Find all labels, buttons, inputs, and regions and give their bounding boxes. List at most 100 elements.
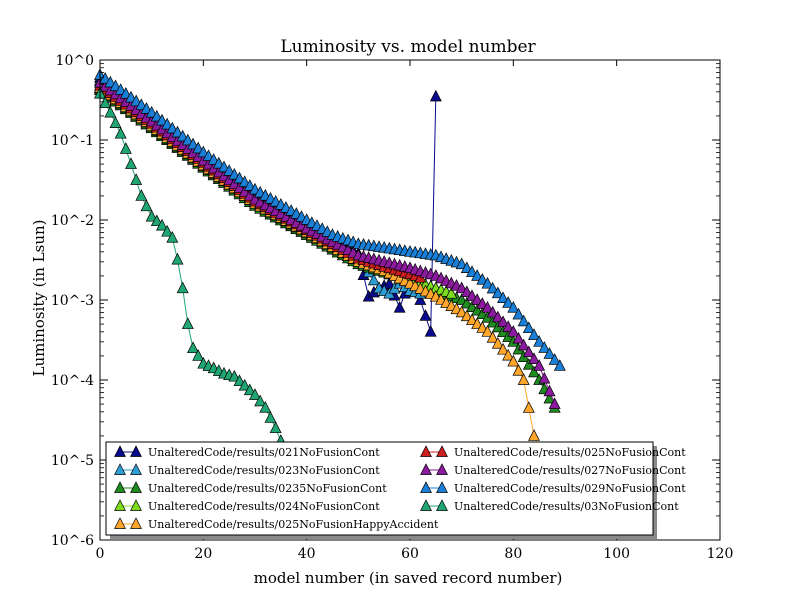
legend-item: UnalteredCode/results/029NoFusionCont (420, 481, 686, 495)
y-tick-label: 10^-1 (51, 133, 94, 149)
series-7 (94, 68, 566, 371)
data-point (243, 383, 256, 396)
data-point (176, 129, 189, 142)
data-point (145, 209, 158, 222)
data-point (150, 214, 163, 227)
data-point (471, 269, 484, 281)
data-point (171, 125, 184, 138)
legend-marker (130, 499, 142, 511)
data-point (156, 218, 168, 231)
y-axis-label: Luminosity (in Lsun) (30, 219, 48, 376)
data-point (140, 199, 153, 212)
legend-item: UnalteredCode/results/025NoFusionHappyAc… (114, 517, 439, 531)
data-point (491, 286, 504, 299)
legend-label: UnalteredCode/results/027NoFusionCont (454, 464, 686, 477)
y-tick-label: 10^-6 (51, 533, 94, 549)
data-point (543, 384, 556, 397)
legend-marker (420, 445, 432, 457)
data-point (114, 126, 127, 139)
legend-marker (436, 445, 448, 457)
data-point (192, 141, 205, 154)
data-point (481, 276, 494, 289)
x-tick-label: 60 (401, 546, 419, 562)
data-point (109, 116, 122, 128)
data-point (243, 188, 256, 201)
y-tick-label: 10^-3 (51, 293, 94, 309)
data-point (181, 317, 194, 329)
data-point (455, 257, 468, 270)
legend-marker (114, 499, 126, 511)
data-point (476, 321, 489, 333)
data-point (414, 293, 427, 305)
data-point (119, 142, 132, 154)
data-point (528, 352, 540, 364)
data-point (507, 325, 520, 337)
data-point (393, 300, 406, 313)
data-point (533, 359, 546, 371)
data-point (497, 315, 509, 328)
data-point (192, 349, 205, 361)
x-axis-label: model number (in saved record number) (254, 569, 563, 587)
legend-marker (420, 499, 432, 511)
data-point (528, 328, 540, 340)
legend-item: UnalteredCode/results/021NoFusionCont (114, 445, 380, 459)
data-point (538, 341, 551, 353)
legend: UnalteredCode/results/021NoFusionCont Una… (105, 441, 686, 539)
legend-item: UnalteredCode/results/023NoFusionCont (114, 463, 380, 477)
legend-label: UnalteredCode/results/025NoFusionHappyAc… (148, 518, 439, 531)
data-point (187, 137, 199, 150)
legend-item: UnalteredCode/results/025NoFusionCont (420, 445, 686, 459)
data-point (145, 105, 158, 118)
data-point (512, 364, 525, 376)
data-point (166, 121, 179, 134)
chart-title: Luminosity vs. model number (280, 37, 536, 57)
legend-marker (130, 445, 142, 457)
data-point (238, 378, 251, 391)
legend-marker (436, 499, 448, 511)
data-point (512, 307, 525, 320)
data-point (445, 286, 458, 299)
data-point (166, 230, 179, 243)
legend-item: UnalteredCode/results/024NoFusionCont (114, 499, 380, 513)
data-point (228, 369, 241, 382)
data-point (249, 388, 261, 400)
legend-label: UnalteredCode/results/025NoFusionCont (454, 446, 686, 459)
data-point (522, 357, 535, 370)
data-point (171, 252, 184, 265)
data-point (528, 429, 540, 441)
data-point (161, 224, 174, 237)
data-point (104, 105, 117, 118)
axes: 0 20 40 60 80 100 120 10^0 10^-1 10^-2 10^-3 10^-4 1… (51, 53, 734, 562)
legend-label: UnalteredCode/results/029NoFusionCont (454, 482, 686, 495)
plot-area (94, 68, 566, 465)
legend-marker (114, 481, 126, 493)
data-point (471, 317, 484, 329)
data-point (264, 411, 277, 423)
data-point (466, 313, 478, 326)
legend-marker (114, 517, 126, 529)
y-tick-label: 10^-5 (51, 453, 94, 469)
legend-label: UnalteredCode/results/023NoFusionCont (148, 464, 380, 477)
data-point (455, 305, 468, 318)
data-point (424, 325, 437, 337)
data-point (99, 96, 112, 108)
x-tick-label: 40 (298, 546, 316, 562)
data-point (125, 157, 137, 169)
data-point (502, 348, 515, 361)
data-point (481, 325, 494, 337)
data-point (460, 261, 473, 273)
data-point (181, 133, 194, 146)
x-tick-label: 80 (504, 546, 522, 562)
data-point (528, 365, 540, 378)
data-point (238, 185, 251, 197)
data-point (533, 335, 546, 347)
data-point (481, 300, 494, 313)
legend-marker (130, 463, 142, 475)
data-point (491, 310, 504, 323)
legend-marker (420, 481, 432, 493)
legend-item: UnalteredCode/results/027NoFusionCont (420, 463, 686, 477)
x-tick-label: 120 (707, 546, 734, 562)
data-point (471, 293, 484, 305)
